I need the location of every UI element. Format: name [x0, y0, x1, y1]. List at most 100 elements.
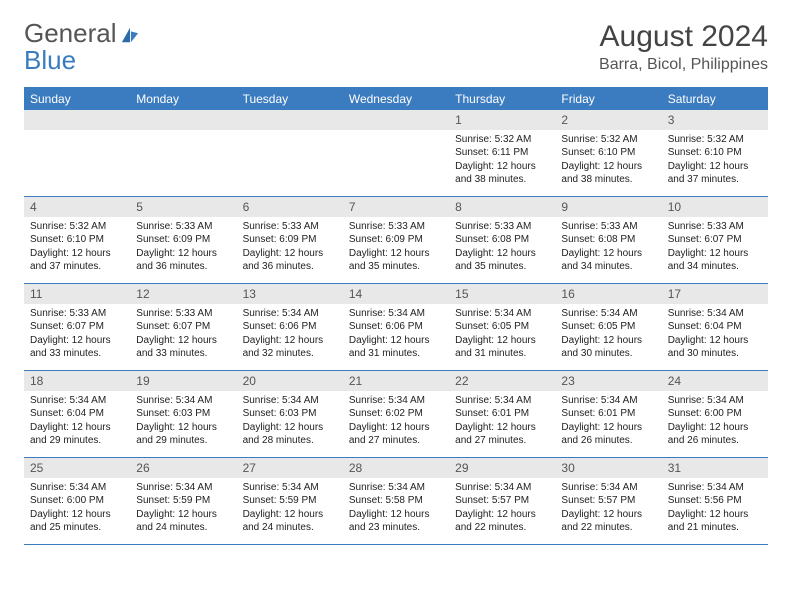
day-ss: Sunset: 6:00 PM	[30, 494, 124, 508]
day-body: Sunrise: 5:34 AMSunset: 6:01 PMDaylight:…	[449, 391, 555, 452]
day-dl1: Daylight: 12 hours	[136, 508, 230, 522]
day-sr: Sunrise: 5:33 AM	[561, 220, 655, 234]
day-number: 3	[662, 110, 768, 130]
day-ss: Sunset: 6:09 PM	[136, 233, 230, 247]
day-number: 13	[237, 284, 343, 304]
dow-tuesday: Tuesday	[237, 88, 343, 110]
day-sr: Sunrise: 5:32 AM	[561, 133, 655, 147]
sail-icon	[119, 20, 141, 47]
day-dl1: Daylight: 12 hours	[349, 421, 443, 435]
day-dl2: and 28 minutes.	[243, 434, 337, 448]
day-body: Sunrise: 5:33 AMSunset: 6:09 PMDaylight:…	[343, 217, 449, 278]
day-ss: Sunset: 6:03 PM	[136, 407, 230, 421]
day-ss: Sunset: 5:59 PM	[136, 494, 230, 508]
day-dl1: Daylight: 12 hours	[561, 334, 655, 348]
day-cell: 14Sunrise: 5:34 AMSunset: 6:06 PMDayligh…	[343, 284, 449, 370]
day-dl1: Daylight: 12 hours	[30, 247, 124, 261]
day-cell: 28Sunrise: 5:34 AMSunset: 5:58 PMDayligh…	[343, 458, 449, 544]
day-body: Sunrise: 5:32 AMSunset: 6:10 PMDaylight:…	[24, 217, 130, 278]
day-dl2: and 30 minutes.	[668, 347, 762, 361]
day-cell: 23Sunrise: 5:34 AMSunset: 6:01 PMDayligh…	[555, 371, 661, 457]
dow-thursday: Thursday	[449, 88, 555, 110]
day-cell	[343, 110, 449, 196]
dow-wednesday: Wednesday	[343, 88, 449, 110]
day-cell	[237, 110, 343, 196]
day-number: 20	[237, 371, 343, 391]
day-number: 6	[237, 197, 343, 217]
day-ss: Sunset: 6:09 PM	[243, 233, 337, 247]
month-title: August 2024	[599, 20, 768, 54]
day-body: Sunrise: 5:34 AMSunset: 6:03 PMDaylight:…	[130, 391, 236, 452]
day-ss: Sunset: 6:08 PM	[561, 233, 655, 247]
day-ss: Sunset: 6:10 PM	[30, 233, 124, 247]
day-cell: 31Sunrise: 5:34 AMSunset: 5:56 PMDayligh…	[662, 458, 768, 544]
day-cell: 30Sunrise: 5:34 AMSunset: 5:57 PMDayligh…	[555, 458, 661, 544]
page-header: GeneralBlue August 2024 Barra, Bicol, Ph…	[24, 20, 768, 75]
week-row: 18Sunrise: 5:34 AMSunset: 6:04 PMDayligh…	[24, 371, 768, 458]
day-number	[343, 110, 449, 130]
day-body: Sunrise: 5:34 AMSunset: 6:06 PMDaylight:…	[237, 304, 343, 365]
day-dl1: Daylight: 12 hours	[243, 334, 337, 348]
day-cell: 22Sunrise: 5:34 AMSunset: 6:01 PMDayligh…	[449, 371, 555, 457]
day-sr: Sunrise: 5:34 AM	[349, 481, 443, 495]
day-dl1: Daylight: 12 hours	[668, 508, 762, 522]
day-dl2: and 31 minutes.	[349, 347, 443, 361]
day-cell: 20Sunrise: 5:34 AMSunset: 6:03 PMDayligh…	[237, 371, 343, 457]
day-dl2: and 29 minutes.	[30, 434, 124, 448]
day-ss: Sunset: 5:57 PM	[455, 494, 549, 508]
day-number: 18	[24, 371, 130, 391]
day-dl2: and 35 minutes.	[455, 260, 549, 274]
day-ss: Sunset: 6:01 PM	[455, 407, 549, 421]
day-sr: Sunrise: 5:34 AM	[30, 394, 124, 408]
day-ss: Sunset: 6:10 PM	[561, 146, 655, 160]
day-sr: Sunrise: 5:34 AM	[243, 307, 337, 321]
day-dl2: and 26 minutes.	[668, 434, 762, 448]
day-body: Sunrise: 5:34 AMSunset: 6:05 PMDaylight:…	[449, 304, 555, 365]
day-dl2: and 22 minutes.	[455, 521, 549, 535]
day-sr: Sunrise: 5:34 AM	[136, 394, 230, 408]
day-dl1: Daylight: 12 hours	[349, 508, 443, 522]
day-dl2: and 36 minutes.	[136, 260, 230, 274]
day-cell: 19Sunrise: 5:34 AMSunset: 6:03 PMDayligh…	[130, 371, 236, 457]
day-number: 4	[24, 197, 130, 217]
brand-part2: Blue	[24, 45, 76, 75]
day-ss: Sunset: 6:07 PM	[136, 320, 230, 334]
day-dl2: and 27 minutes.	[349, 434, 443, 448]
day-dl2: and 22 minutes.	[561, 521, 655, 535]
day-cell: 24Sunrise: 5:34 AMSunset: 6:00 PMDayligh…	[662, 371, 768, 457]
dow-monday: Monday	[130, 88, 236, 110]
day-number: 26	[130, 458, 236, 478]
day-sr: Sunrise: 5:34 AM	[349, 307, 443, 321]
title-block: August 2024 Barra, Bicol, Philippines	[599, 20, 768, 74]
day-ss: Sunset: 5:56 PM	[668, 494, 762, 508]
day-dl2: and 31 minutes.	[455, 347, 549, 361]
day-ss: Sunset: 6:04 PM	[668, 320, 762, 334]
day-dl2: and 33 minutes.	[136, 347, 230, 361]
day-cell: 13Sunrise: 5:34 AMSunset: 6:06 PMDayligh…	[237, 284, 343, 370]
day-sr: Sunrise: 5:32 AM	[455, 133, 549, 147]
week-row: 25Sunrise: 5:34 AMSunset: 6:00 PMDayligh…	[24, 458, 768, 545]
day-number: 12	[130, 284, 236, 304]
day-cell: 21Sunrise: 5:34 AMSunset: 6:02 PMDayligh…	[343, 371, 449, 457]
day-cell: 27Sunrise: 5:34 AMSunset: 5:59 PMDayligh…	[237, 458, 343, 544]
day-sr: Sunrise: 5:34 AM	[561, 307, 655, 321]
day-sr: Sunrise: 5:34 AM	[455, 307, 549, 321]
day-dl2: and 26 minutes.	[561, 434, 655, 448]
day-dl1: Daylight: 12 hours	[455, 421, 549, 435]
day-cell: 5Sunrise: 5:33 AMSunset: 6:09 PMDaylight…	[130, 197, 236, 283]
day-cell	[24, 110, 130, 196]
day-number: 22	[449, 371, 555, 391]
day-body: Sunrise: 5:34 AMSunset: 5:58 PMDaylight:…	[343, 478, 449, 539]
day-dl1: Daylight: 12 hours	[30, 421, 124, 435]
dow-saturday: Saturday	[662, 88, 768, 110]
day-dl1: Daylight: 12 hours	[561, 247, 655, 261]
day-body: Sunrise: 5:33 AMSunset: 6:09 PMDaylight:…	[237, 217, 343, 278]
week-row: 1Sunrise: 5:32 AMSunset: 6:11 PMDaylight…	[24, 110, 768, 197]
day-ss: Sunset: 6:01 PM	[561, 407, 655, 421]
day-sr: Sunrise: 5:34 AM	[455, 394, 549, 408]
day-sr: Sunrise: 5:34 AM	[349, 394, 443, 408]
day-cell: 7Sunrise: 5:33 AMSunset: 6:09 PMDaylight…	[343, 197, 449, 283]
day-ss: Sunset: 6:03 PM	[243, 407, 337, 421]
day-number: 23	[555, 371, 661, 391]
day-ss: Sunset: 6:09 PM	[349, 233, 443, 247]
